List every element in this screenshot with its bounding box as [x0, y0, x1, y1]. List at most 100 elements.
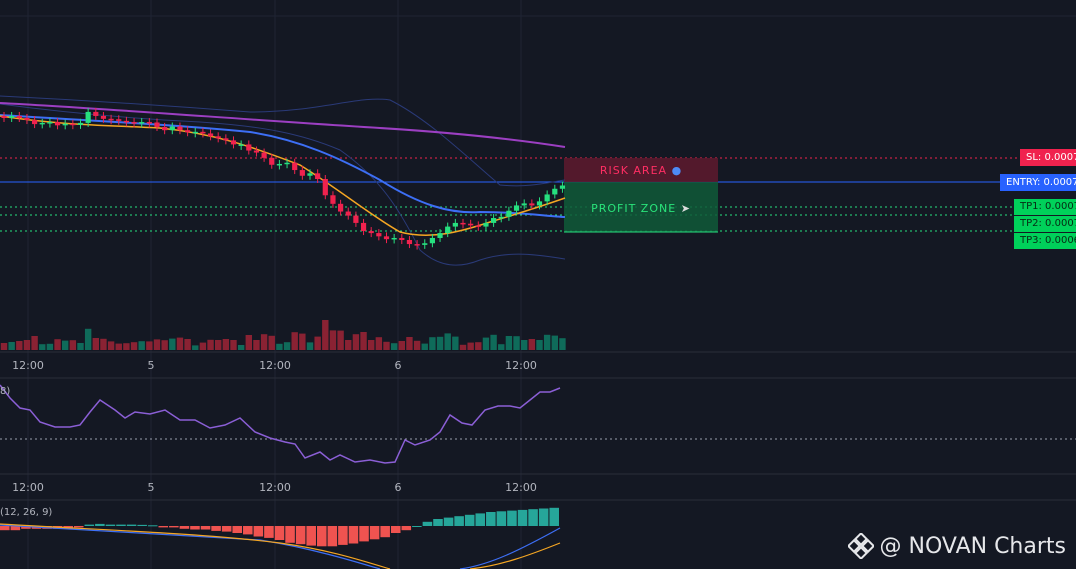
- candle: [131, 122, 137, 124]
- macd-hist-bar: [538, 508, 549, 526]
- profit-zone: [564, 182, 718, 232]
- macd-hist-bar: [243, 526, 253, 535]
- volume-bar: [429, 337, 436, 350]
- x-tick-label: 6: [394, 481, 402, 494]
- volume-bar: [146, 341, 153, 350]
- binance-diamond-icon: [847, 533, 874, 559]
- candle: [468, 223, 474, 226]
- macd-hist-bar: [549, 507, 559, 526]
- candle: [559, 185, 566, 189]
- x-tick-label: 12:00: [505, 481, 537, 494]
- volume-bar: [306, 342, 314, 350]
- rsi-legend: 8): [0, 386, 11, 397]
- macd-hist-bar: [105, 524, 116, 526]
- candle: [498, 216, 504, 219]
- volume-bar: [283, 342, 291, 350]
- candle: [162, 126, 168, 131]
- x-tick-label: 5: [147, 481, 155, 494]
- macd-hist-bar: [221, 526, 232, 532]
- x-tick-label: 12:00: [12, 359, 44, 372]
- candlestick-series: [1, 107, 566, 250]
- candle: [246, 144, 252, 151]
- candle: [9, 115, 15, 118]
- candle: [154, 122, 160, 127]
- x-tick-label: 6: [394, 359, 402, 372]
- candle: [192, 131, 198, 134]
- volume-bar: [69, 340, 77, 350]
- candle: [215, 136, 221, 139]
- macd-hist-bar: [412, 526, 422, 527]
- macd-hist-bar: [496, 511, 507, 526]
- candle: [383, 236, 390, 240]
- volume-bar: [107, 341, 115, 350]
- candle: [513, 205, 520, 211]
- volume-bar: [337, 330, 344, 350]
- volume-bar: [536, 340, 543, 350]
- volume-bar: [406, 337, 413, 350]
- risk-area-label: RISK AREA ●: [564, 164, 718, 177]
- candle: [460, 222, 466, 225]
- volume-bar: [482, 337, 490, 350]
- macd-hist-bar: [84, 524, 95, 526]
- macd-hist-bar: [433, 519, 443, 526]
- volume-bar: [192, 345, 199, 350]
- volume-bar: [39, 344, 46, 350]
- volume-bar: [84, 328, 92, 350]
- candle: [54, 122, 61, 126]
- candle: [338, 203, 344, 212]
- candle: [123, 120, 129, 123]
- volume-bar: [176, 337, 184, 350]
- candle: [475, 225, 481, 227]
- volume-bar: [54, 339, 61, 350]
- candle: [483, 222, 489, 227]
- volume-bar: [467, 342, 474, 350]
- volume-bar: [230, 340, 237, 350]
- candle: [429, 237, 435, 244]
- candle: [276, 163, 282, 166]
- candle: [292, 162, 298, 171]
- volume-bar: [245, 335, 252, 350]
- volume-bar: [521, 340, 528, 350]
- volume-bar: [16, 341, 23, 350]
- ema-fast-line: [0, 115, 566, 237]
- x-tick-label: 12:00: [12, 481, 44, 494]
- ema-mid-line: [0, 114, 566, 218]
- candle: [353, 215, 359, 223]
- volume-bar: [77, 343, 84, 350]
- macd-hist-bar: [158, 526, 169, 528]
- candle: [200, 131, 206, 134]
- candle: [238, 144, 244, 146]
- candle: [77, 122, 84, 125]
- volume-bar: [268, 335, 275, 350]
- candle: [32, 120, 38, 125]
- volume-bar: [130, 342, 138, 350]
- candle: [406, 240, 413, 245]
- macd-line-right: [459, 527, 561, 569]
- volume-bar: [260, 334, 268, 350]
- candle: [146, 122, 152, 124]
- volume-bar: [199, 342, 207, 350]
- candle: [414, 244, 420, 246]
- risk-area-text: RISK AREA: [599, 164, 668, 177]
- macd-hist-bar: [390, 526, 401, 533]
- volume-bar: [559, 338, 566, 350]
- candle: [345, 211, 351, 216]
- volume-bar: [222, 339, 230, 350]
- macd-hist-bar: [369, 526, 380, 540]
- macd-hist-bar: [507, 510, 517, 526]
- tp2-price-label: TP2: 0.0007: [1014, 216, 1076, 232]
- volume-bar: [513, 336, 520, 350]
- macd-hist-bar: [475, 513, 486, 526]
- candle: [452, 222, 458, 227]
- macd-hist-bar: [73, 526, 84, 528]
- candle: [529, 203, 535, 206]
- candle: [116, 119, 122, 121]
- volume-bar: [375, 337, 383, 350]
- volume-bar: [92, 338, 99, 350]
- candle: [207, 133, 214, 137]
- volume-bar: [551, 335, 558, 350]
- sl-price-label: SL: 0.0007: [1020, 149, 1076, 166]
- volume-series: [0, 320, 566, 350]
- candle: [185, 130, 191, 133]
